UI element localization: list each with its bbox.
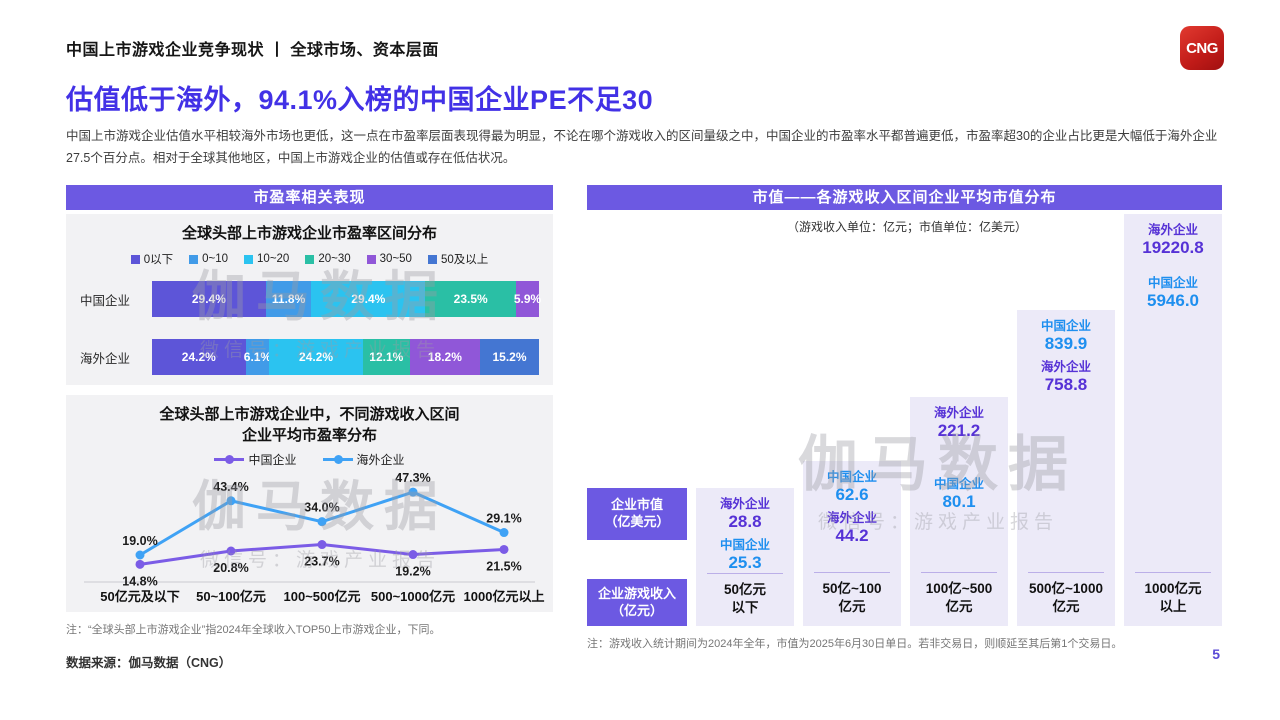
bar-row: 中国企业 29.4% 11.8% 29.4% 23.5% 5.9% xyxy=(80,281,541,318)
svg-text:23.7%: 23.7% xyxy=(304,554,339,568)
mv-axis-labels: 企业市值 （亿美元） 企业游戏收入 （亿元） xyxy=(587,214,687,626)
bar-row-label: 中国企业 xyxy=(80,293,131,308)
svg-text:43.4%: 43.4% xyxy=(213,480,248,494)
legend-swatch xyxy=(366,254,376,264)
mv-range-label: 100亿~500 亿元 xyxy=(925,581,993,615)
line-legend-icon xyxy=(322,454,353,464)
bar-segment: 24.2% xyxy=(269,339,363,376)
mv-entry: 海外企业 44.2 xyxy=(826,510,877,546)
mv-subtitle: （游戏收入单位：亿元；市值单位：亿美元） xyxy=(786,220,1027,234)
mv-entry: 海外企业 28.8 xyxy=(719,497,770,532)
svg-text:19.2%: 19.2% xyxy=(395,564,430,578)
bar-segment: 6.1% xyxy=(244,339,271,376)
data-source: 数据来源：伽马数据（CNG） xyxy=(66,656,232,670)
page-title: 估值低于海外，94.1%入榜的中国企业PE不足30 xyxy=(66,85,654,115)
mv-column: 海外企业 19220.8 中国企业 5946.0 1000亿元 以上 xyxy=(1124,214,1222,626)
pe-panel: 市盈率相关表现 全球头部上市游戏企业市盈率区间分布 0以下 0~10 10~20 20… xyxy=(66,185,553,637)
page-kicker: 中国上市游戏企业竞争现状 丨 全球市场、资本层面 xyxy=(66,42,439,59)
svg-text:14.8%: 14.8% xyxy=(122,574,157,588)
pe-line-legend: 中国企业 海外企业 xyxy=(80,451,539,468)
market-value-panel: 市值——各游戏收入区间企业平均市值分布 （游戏收入单位：亿元；市值单位：亿美元）… xyxy=(587,185,1222,651)
intro-paragraph: 中国上市游戏企业估值水平相较海外市场也更低，这一点在市盈率层面表现得最为明显，不… xyxy=(66,129,1218,165)
svg-text:50~100亿元: 50~100亿元 xyxy=(196,589,266,604)
mv-label-market-value: 企业市值 （亿美元） xyxy=(587,488,687,540)
pe-panel-header: 市盈率相关表现 xyxy=(66,185,553,210)
mv-entry: 中国企业 839.9 xyxy=(1040,319,1091,354)
svg-text:34.0%: 34.0% xyxy=(304,500,339,514)
cng-logo: CNG xyxy=(1180,26,1224,70)
legend-swatch xyxy=(244,254,254,264)
mv-divider xyxy=(1134,572,1212,574)
bar-segment: 15.2% xyxy=(480,339,539,376)
svg-text:50亿元及以下: 50亿元及以下 xyxy=(100,589,179,604)
svg-text:19.0%: 19.0% xyxy=(122,534,157,548)
bar-segment: 29.4% xyxy=(311,281,426,318)
legend-item: 20~30 xyxy=(305,253,351,265)
svg-text:500~1000亿元: 500~1000亿元 xyxy=(371,589,455,604)
svg-text:47.3%: 47.3% xyxy=(395,471,430,485)
legend-item: 0~10 xyxy=(189,253,228,265)
mv-column: 中国企业 839.9 海外企业 758.8 500亿~1000 亿元 xyxy=(1017,310,1115,626)
svg-text:29.1%: 29.1% xyxy=(486,511,521,525)
pe-line-title: 全球头部上市游戏企业中，不同游戏收入区间 企业平均市盈率分布 xyxy=(159,406,460,444)
mv-entry: 中国企业 62.6 xyxy=(826,470,877,505)
svg-text:20.8%: 20.8% xyxy=(213,561,248,575)
bar-segment: 5.9% xyxy=(514,281,541,318)
mv-entry: 海外企业 221.2 xyxy=(933,406,984,441)
mv-entry: 中国企业 25.3 xyxy=(719,537,770,573)
legend-swatch xyxy=(427,254,437,264)
left-note: 注：“全球头部上市游戏企业”指2024年全球收入TOP50上市游戏企业，下同。 xyxy=(66,623,441,636)
legend-swatch xyxy=(189,254,199,264)
mv-label-game-revenue: 企业游戏收入 （亿元） xyxy=(587,579,687,626)
mv-entry: 中国企业 80.1 xyxy=(933,476,984,512)
svg-text:1000亿元以上: 1000亿元以上 xyxy=(464,589,545,604)
svg-text:21.5%: 21.5% xyxy=(486,559,521,573)
bar-segment: 18.2% xyxy=(409,339,481,376)
legend-item: 0以下 xyxy=(130,251,173,267)
legend-swatch xyxy=(130,254,140,264)
bar-segment: 24.2% xyxy=(152,339,246,376)
mv-range-label: 50亿元 以下 xyxy=(723,581,767,615)
bar-segment: 11.8% xyxy=(265,281,312,318)
mv-panel-header: 市值——各游戏收入区间企业平均市值分布 xyxy=(587,185,1222,210)
bar-row-label: 海外企业 xyxy=(80,351,131,366)
pe-line-chart: 全球头部上市游戏企业中，不同游戏收入区间 企业平均市盈率分布 中国企业 海外企业 1… xyxy=(66,395,553,612)
mv-chart: 企业市值 （亿美元） 企业游戏收入 （亿元） 海外企业 28.8 中国企业 25.3 50亿… xyxy=(587,214,1222,626)
mv-range-label: 50亿~100 亿元 xyxy=(822,581,882,615)
mv-column: 海外企业 28.8 中国企业 25.3 50亿元 以下 xyxy=(696,488,794,626)
mv-entry: 海外企业 19220.8 xyxy=(1142,223,1204,258)
legend-swatch xyxy=(305,254,315,264)
mv-divider xyxy=(920,572,998,574)
mv-range-label: 500亿~1000 亿元 xyxy=(1029,581,1103,615)
bar-row: 海外企业 24.2% 6.1% 24.2% 12.1% 18.2% 15.2% xyxy=(80,339,539,376)
pe-distribution-chart: 全球头部上市游戏企业市盈率区间分布 0以下 0~10 10~20 20~30 30~50… xyxy=(66,214,553,386)
legend-item: 30~50 xyxy=(366,253,412,265)
line-legend-icon xyxy=(214,454,245,464)
bar-segment: 23.5% xyxy=(425,281,517,318)
stacked-bars: 中国企业 29.4% 11.8% 29.4% 23.5% 5.9% 海外企业 24.2% 6.1… xyxy=(80,281,541,376)
mv-column: 海外企业 221.2 中国企业 80.1 100亿~500 亿元 xyxy=(910,397,1008,626)
bar-track: 29.4% 11.8% 29.4% 23.5% 5.9% xyxy=(152,281,541,318)
pe-distribution-legend: 0以下 0~10 10~20 20~30 30~50 50及以上 xyxy=(80,251,539,267)
svg-text:100~500亿元: 100~500亿元 xyxy=(284,589,361,604)
legend-item: 海外企业 xyxy=(322,451,405,468)
right-note: 注：游戏收入统计期间为2024年全年，市值为2025年6月30日单日。若非交易日… xyxy=(587,638,1123,650)
bar-segment: 29.4% xyxy=(152,281,266,318)
bar-track: 24.2% 6.1% 24.2% 12.1% 18.2% 15.2% xyxy=(152,339,539,376)
legend-item: 10~20 xyxy=(244,253,289,265)
page-number: 5 xyxy=(1212,646,1220,662)
mv-divider xyxy=(813,572,891,574)
pe-distribution-title: 全球头部上市游戏企业市盈率区间分布 xyxy=(181,225,437,242)
mv-column: 中国企业 62.6 海外企业 44.2 50亿~100 亿元 xyxy=(803,461,901,626)
mv-divider xyxy=(1027,572,1105,574)
legend-item: 50及以上 xyxy=(427,251,488,267)
pe-line-plot: 14.8% 20.8% 23.7% 19.2% 21.5% 19.0% 43.4% 34.0%… xyxy=(84,471,544,604)
mv-entry: 海外企业 758.8 xyxy=(1040,359,1091,395)
bar-segment: 12.1% xyxy=(362,339,410,376)
legend-item: 中国企业 xyxy=(214,451,297,468)
mv-entry: 中国企业 5946.0 xyxy=(1147,275,1199,311)
mv-divider xyxy=(706,572,784,574)
mv-range-label: 1000亿元 以上 xyxy=(1144,581,1202,615)
